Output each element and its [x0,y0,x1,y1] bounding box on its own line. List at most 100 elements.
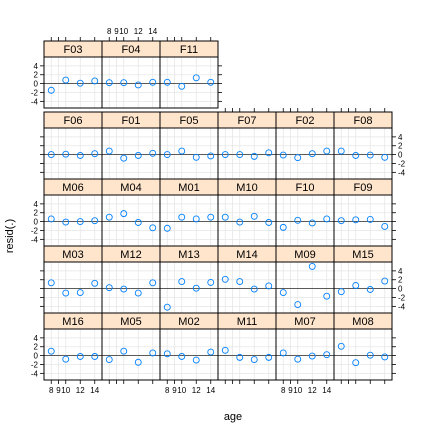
data-point [178,278,186,285]
data-point [192,356,200,364]
x-tick-label: 9 [114,27,119,36]
data-point [120,154,128,162]
data-point [236,278,244,285]
data-point [120,285,128,293]
y-tick-label: -2 [398,159,406,168]
y-tick-label: -4 [398,302,406,311]
panel-background [276,262,334,313]
data-point [178,147,186,155]
data-point [192,284,200,292]
strip-label: F08 [354,115,373,127]
y-tick-label: 2 [34,343,39,352]
data-point [105,356,113,364]
x-tick-label: 9 [288,386,293,395]
data-point [163,224,171,232]
panel-background [160,262,218,313]
data-point [163,78,171,86]
strip-label: M14 [236,249,257,261]
panel-m01: M01 [159,178,219,247]
panel-f07: F07 [217,108,277,180]
y-tick-label: -2 [398,293,406,302]
data-point [221,346,229,354]
data-point [192,74,200,82]
data-point [308,262,316,270]
data-point [294,216,302,224]
data-point [62,355,70,363]
data-point [163,151,171,159]
data-point [265,219,273,226]
strip-label: M15 [352,249,373,261]
data-point [294,355,302,363]
panel-background [218,262,276,313]
data-point [279,349,287,357]
panel-f06: F06 [40,111,103,180]
y-tick-label: -4 [31,369,39,378]
panel-m03: M03 [40,245,103,314]
data-point [381,353,389,361]
x-tick-label: 12 [192,386,201,395]
data-point [105,79,113,87]
y-tick-label: 4 [34,200,39,209]
data-point [120,347,128,355]
x-tick-label: 10 [61,386,70,395]
data-point [381,153,389,161]
data-point [47,215,55,223]
data-point [76,218,84,226]
panel-m11: M11 [217,312,277,384]
data-point [134,358,142,366]
data-point [279,151,287,159]
panel-m09: M09 [275,245,335,314]
panel-m04: M04 [101,178,161,247]
strip-label: F03 [64,44,83,56]
y-tick-label: 0 [34,80,39,89]
strip-background [159,40,219,58]
panel-background [276,329,334,380]
data-point [192,153,200,161]
data-point [352,152,360,159]
data-point [207,78,215,86]
data-point [105,213,113,221]
data-point [207,278,215,286]
data-point [163,303,171,311]
strip-label: M13 [178,249,199,261]
panel-m08: M08 [333,312,396,384]
panel-m12: M12 [101,245,161,314]
data-point [149,149,157,157]
panel-f05: F05 [159,111,219,180]
data-point [134,81,142,89]
data-point [366,215,374,223]
y-tick-label: -4 [31,235,39,244]
x-tick-label: 8 [49,386,54,395]
panel-background [44,128,102,179]
data-point [366,351,374,359]
strip-label: M04 [120,182,141,194]
strip-label: F07 [238,115,257,127]
strip-label: F01 [122,115,141,127]
data-point [279,223,287,231]
y-tick-label: 0 [398,285,403,294]
data-point [76,152,84,159]
strip-label: M07 [294,316,315,328]
x-tick-label: 12 [134,27,143,36]
x-tick-label: 9 [56,386,61,395]
y-tick-label: 2 [398,276,403,285]
strip-label: F10 [296,182,315,194]
strip-label: F02 [296,115,315,127]
y-tick-label: 2 [398,142,403,151]
strip-label: M01 [178,182,199,194]
strip-label: M10 [236,182,257,194]
y-tick-label: 4 [398,133,403,142]
panel-background [102,329,160,380]
data-point [265,282,273,290]
panel-f11: F11 [159,37,222,109]
data-point [337,147,345,155]
strip-label: M11 [237,316,258,328]
strip-label: M09 [294,249,315,261]
data-point [178,213,186,221]
data-point [149,224,157,232]
data-point [76,353,84,360]
